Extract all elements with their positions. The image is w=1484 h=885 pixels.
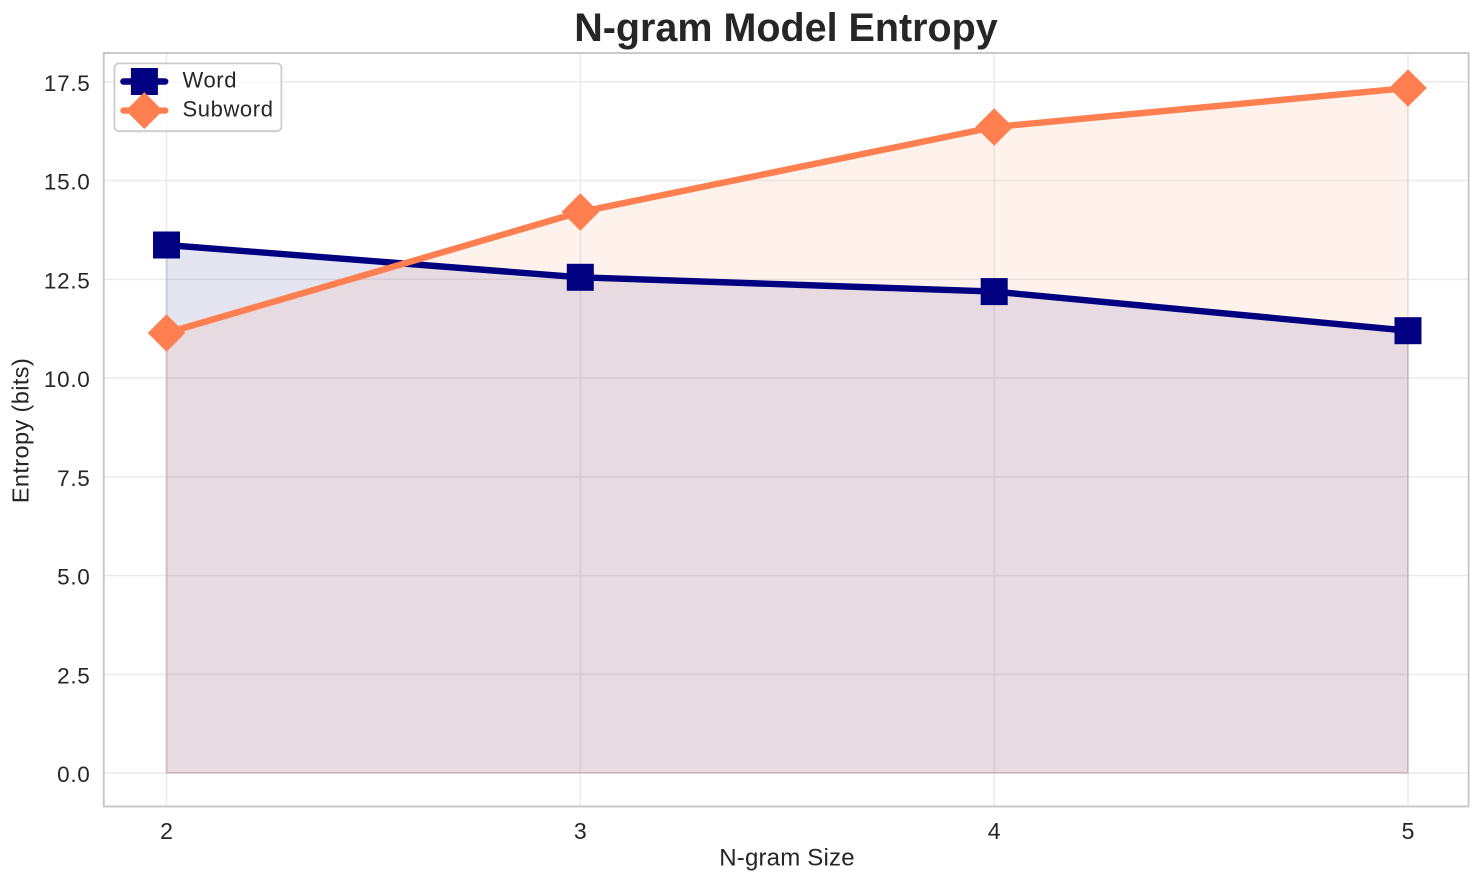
svg-text:Entropy (bits): Entropy (bits) — [8, 358, 34, 503]
svg-text:N-gram Model Entropy: N-gram Model Entropy — [574, 6, 998, 50]
svg-text:Subword: Subword — [183, 97, 274, 122]
svg-text:2.5: 2.5 — [57, 663, 90, 688]
svg-text:17.5: 17.5 — [44, 71, 91, 96]
svg-text:15.0: 15.0 — [44, 170, 91, 195]
svg-text:10.0: 10.0 — [44, 367, 91, 392]
svg-text:5: 5 — [1402, 818, 1415, 844]
svg-text:12.5: 12.5 — [44, 268, 91, 293]
svg-text:2: 2 — [160, 818, 173, 844]
svg-text:4: 4 — [988, 818, 1001, 844]
svg-text:3: 3 — [574, 818, 587, 844]
svg-text:7.5: 7.5 — [57, 466, 90, 491]
svg-text:5.0: 5.0 — [57, 565, 90, 590]
svg-text:N-gram Size: N-gram Size — [719, 845, 855, 872]
svg-text:0.0: 0.0 — [57, 762, 90, 787]
svg-text:Word: Word — [183, 67, 238, 92]
